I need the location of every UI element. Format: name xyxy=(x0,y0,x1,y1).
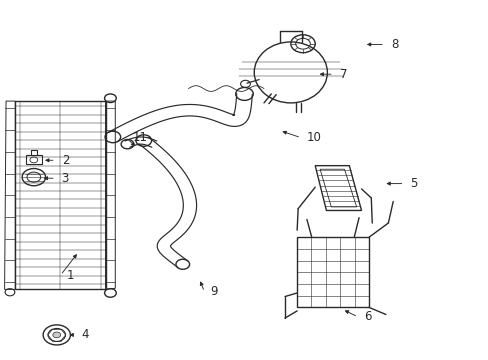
Text: 8: 8 xyxy=(390,38,397,51)
Text: 10: 10 xyxy=(306,131,321,144)
Text: 2: 2 xyxy=(61,154,69,167)
Bar xyxy=(26,154,41,164)
Text: 1: 1 xyxy=(66,269,74,282)
Text: 5: 5 xyxy=(409,177,417,190)
Text: 11: 11 xyxy=(132,131,147,144)
Text: 3: 3 xyxy=(61,172,69,185)
Circle shape xyxy=(53,332,61,338)
Text: 4: 4 xyxy=(81,328,88,341)
Text: 7: 7 xyxy=(339,68,346,81)
Text: 9: 9 xyxy=(210,285,218,298)
Text: 6: 6 xyxy=(363,310,371,324)
